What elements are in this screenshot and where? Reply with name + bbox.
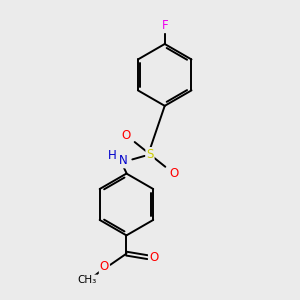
Text: O: O [100,260,109,273]
Text: CH₃: CH₃ [78,275,97,285]
Text: O: O [122,129,131,142]
Text: O: O [149,251,158,264]
Text: F: F [161,19,168,32]
Text: H: H [108,149,117,162]
Text: N: N [119,154,128,167]
Text: S: S [146,148,154,161]
Text: O: O [169,167,178,180]
